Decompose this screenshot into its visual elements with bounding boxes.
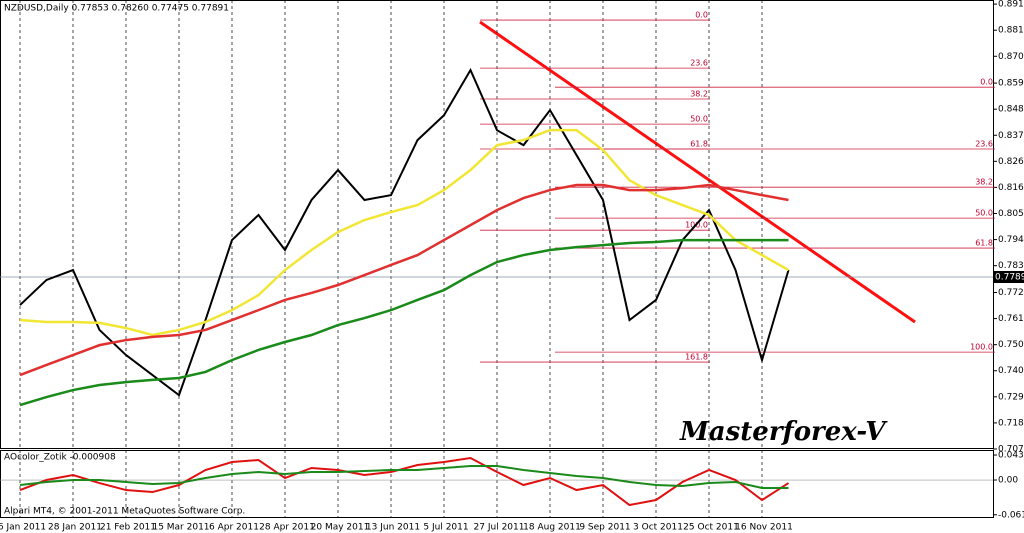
y-tick-label: 0.74010 — [998, 366, 1024, 376]
y-tick-label: 0.00 — [998, 476, 1018, 486]
x-tick-label: 6 Apr 2011 — [209, 523, 259, 533]
y-tick-label: 0.87030 — [998, 52, 1024, 62]
fibo-label: 161.8 — [685, 353, 708, 362]
x-tick-label: 21 Feb 2011 — [100, 523, 156, 533]
y-tick-label: 0.78360 — [998, 261, 1024, 271]
fibo-label: 38.2 — [690, 90, 708, 99]
last-price-box — [993, 271, 1024, 284]
series-line — [19, 183, 789, 377]
y-tick-label: -0.06103 — [998, 510, 1024, 520]
fibo-label: 50.0 — [975, 209, 993, 218]
y-tick-label: 0.71850 — [998, 418, 1024, 428]
x-tick-label: 25 Oct 2011 — [683, 523, 739, 533]
x-tick-label: 28 Jan 2011 — [48, 523, 102, 533]
y-tick-label: 0.80520 — [998, 209, 1024, 219]
series-line — [19, 238, 789, 407]
fibo-label: 0.0 — [980, 78, 993, 87]
series-line — [19, 67, 790, 397]
y-tick-label: 0.70770 — [998, 445, 1024, 455]
y-tick-label: 0.79440 — [998, 235, 1024, 245]
x-tick-label: 3 Oct 2011 — [633, 523, 683, 533]
series-line — [19, 465, 789, 489]
watermark: Masterforex-V — [679, 417, 888, 447]
x-tick-label: 20 May 2011 — [311, 523, 370, 533]
fibo-label: 38.2 — [975, 178, 993, 187]
y-tick-label: 0.043875 — [998, 451, 1024, 461]
x-tick-label: 18 Aug 2011 — [523, 523, 581, 533]
y-tick-label: 0.72930 — [998, 392, 1024, 402]
y-tick-label: 0.76170 — [998, 314, 1024, 324]
fibo-label: 61.8 — [690, 140, 708, 149]
fibo-label: 100.0 — [970, 343, 993, 352]
x-tick-label: 16 Nov 2011 — [735, 523, 793, 533]
y-tick-label: 0.84840 — [998, 105, 1024, 115]
last-price-label: 0.77891 — [995, 273, 1024, 283]
x-tick-label: 28 Apr 2011 — [259, 523, 315, 533]
x-tick-label: 27 Jul 2011 — [474, 523, 525, 533]
y-tick-label: 0.85920 — [998, 79, 1024, 89]
y-tick-label: 0.75090 — [998, 340, 1024, 350]
footer: Alpari MT4, © 2001-2011 MetaQuotes Softw… — [4, 507, 245, 517]
y-tick-label: 0.81600 — [998, 183, 1024, 193]
series-line — [19, 128, 790, 337]
fibo-label: 23.6 — [690, 59, 708, 68]
y-tick-label: 0.89190 — [998, 0, 1024, 10]
series-line — [19, 456, 790, 507]
x-tick-label: 6 Jan 2011 — [0, 523, 46, 533]
fibo-label: 0.0 — [695, 11, 708, 20]
y-tick-label: 0.77250 — [998, 288, 1024, 298]
chart-title: NZDUSD,Daily 0.77853 0.78260 0.77475 0.7… — [4, 4, 229, 14]
y-tick-label: 0.83760 — [998, 131, 1024, 141]
x-tick-label: 9 Sep 2011 — [579, 523, 630, 533]
oscillator-title: AOcolor_Zotik -0.000908 — [4, 453, 116, 463]
y-tick-label: 0.82680 — [998, 157, 1024, 167]
y-tick-label: 0.88110 — [998, 26, 1024, 36]
x-tick-label: 15 Mar 2011 — [152, 523, 209, 533]
trend-line — [479, 20, 916, 324]
x-tick-label: 13 Jun 2011 — [366, 523, 420, 533]
x-tick-label: 5 Jul 2011 — [423, 523, 468, 533]
fibo-label: 23.6 — [975, 140, 993, 149]
fibo-label: 61.8 — [975, 239, 993, 248]
fibo-label: 50.0 — [690, 115, 708, 124]
